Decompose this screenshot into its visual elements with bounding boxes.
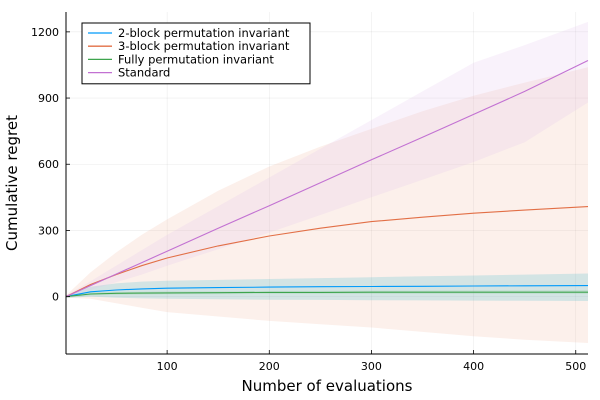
legend-entry-label: Fully permutation invariant: [118, 52, 274, 66]
y-tick-label: 0: [52, 291, 59, 304]
legend-entry-label: 3-block permutation invariant: [118, 39, 290, 53]
x-tick-label: 200: [259, 360, 280, 373]
y-tick-label: 300: [38, 224, 59, 237]
y-tick-label: 900: [38, 92, 59, 105]
legend-entry-label: 2-block permutation invariant: [118, 26, 290, 40]
x-tick-label: 100: [157, 360, 178, 373]
confidence-band: [66, 67, 588, 343]
legend-entry-label: Standard: [118, 66, 170, 80]
confidence-band: [66, 21, 588, 298]
x-tick-labels: 100 200 300 400 500: [157, 360, 587, 373]
series-line: [65, 291, 588, 298]
confidence-band: [66, 273, 588, 301]
y-tick-label: 600: [38, 158, 59, 171]
y-axis-label: Cumulative regret: [3, 115, 21, 251]
x-axis-label: Number of evaluations: [242, 377, 413, 395]
legend-box: [81, 22, 311, 85]
axes: [65, 12, 588, 355]
series-line: [65, 285, 589, 298]
x-tick-label: 500: [565, 360, 586, 373]
series-line: [65, 60, 589, 298]
x-tick-label: 300: [361, 360, 382, 373]
y-tick-labels: 0 300 600 900 1200: [31, 26, 59, 304]
y-tick-label: 1200: [31, 26, 59, 39]
series-lines: [65, 60, 589, 298]
x-tick-label: 400: [463, 360, 484, 373]
